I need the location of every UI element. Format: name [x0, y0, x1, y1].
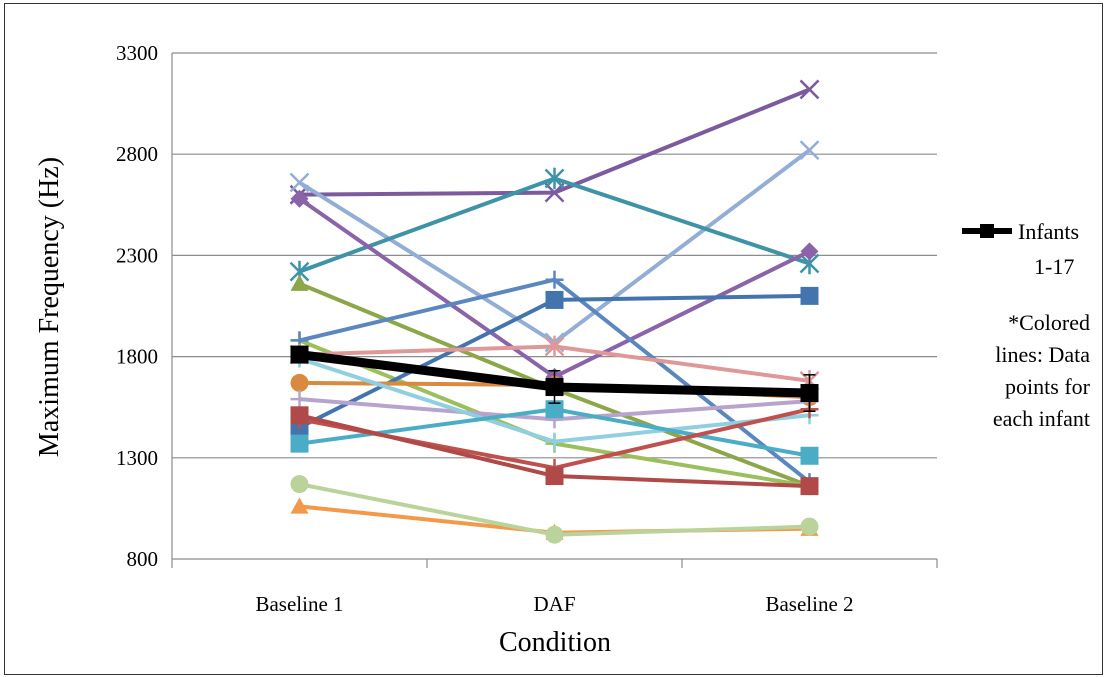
data-point — [290, 406, 309, 425]
data-point — [290, 345, 309, 364]
data-point — [544, 182, 565, 203]
y-tick-label: 800 — [127, 547, 159, 571]
annotation-line-4: each infant — [993, 406, 1090, 431]
x-axis: Baseline 1 DAF Baseline 2 — [171, 558, 938, 616]
y-axis-ticks: 800 1300 1800 2300 2800 3300 — [116, 41, 158, 571]
mean-series — [290, 345, 819, 412]
data-point — [800, 477, 819, 496]
y-tick-label: 1800 — [116, 345, 158, 369]
y-tick-label: 2800 — [116, 142, 158, 166]
data-point — [290, 497, 309, 514]
data-point — [545, 377, 564, 396]
data-point — [544, 167, 565, 190]
mean-series-layer — [290, 345, 819, 412]
series-layer — [289, 79, 820, 544]
y-axis-title: Maximum Frequency (Hz) — [34, 157, 65, 457]
data-point — [545, 525, 564, 544]
data-point — [799, 79, 820, 100]
y-tick-label: 2300 — [116, 243, 158, 267]
data-point — [800, 286, 819, 305]
legend-label-line-2: 1-17 — [1034, 254, 1074, 279]
annotation-note: *Colored lines: Data points for each inf… — [993, 310, 1091, 431]
x-tick-label: DAF — [533, 592, 575, 616]
data-point — [800, 517, 819, 536]
data-point — [290, 274, 309, 291]
data-point — [289, 172, 310, 193]
y-tick-label: 3300 — [116, 41, 158, 65]
series-line — [290, 475, 819, 544]
data-point — [800, 446, 819, 465]
x-tick-label: Baseline 1 — [255, 592, 343, 616]
data-point — [290, 390, 309, 409]
data-point — [290, 475, 309, 494]
data-point — [545, 432, 564, 451]
data-point — [545, 400, 564, 419]
annotation-line-1: *Colored — [1008, 310, 1090, 335]
data-point — [800, 242, 819, 261]
data-point — [545, 290, 564, 309]
chart-frame — [4, 3, 1103, 675]
legend-marker-swatch — [980, 224, 994, 238]
annotation-line-2: lines: Data — [995, 342, 1090, 367]
data-point — [544, 335, 565, 358]
data-point — [545, 270, 564, 289]
data-point — [290, 434, 309, 453]
x-axis-title: Condition — [499, 627, 611, 658]
data-point — [799, 140, 820, 161]
annotation-line-3: points for — [1005, 374, 1091, 399]
series-line — [290, 406, 819, 496]
data-point — [290, 373, 309, 392]
legend-label-line-1: Infants — [1018, 219, 1079, 244]
data-point — [800, 384, 819, 403]
legend: Infants 1-17 — [962, 219, 1079, 279]
data-point — [290, 189, 309, 208]
x-tick-label: Baseline 2 — [765, 592, 853, 616]
y-tick-label: 1300 — [116, 446, 158, 470]
series-line — [290, 400, 819, 465]
data-point — [545, 467, 564, 486]
